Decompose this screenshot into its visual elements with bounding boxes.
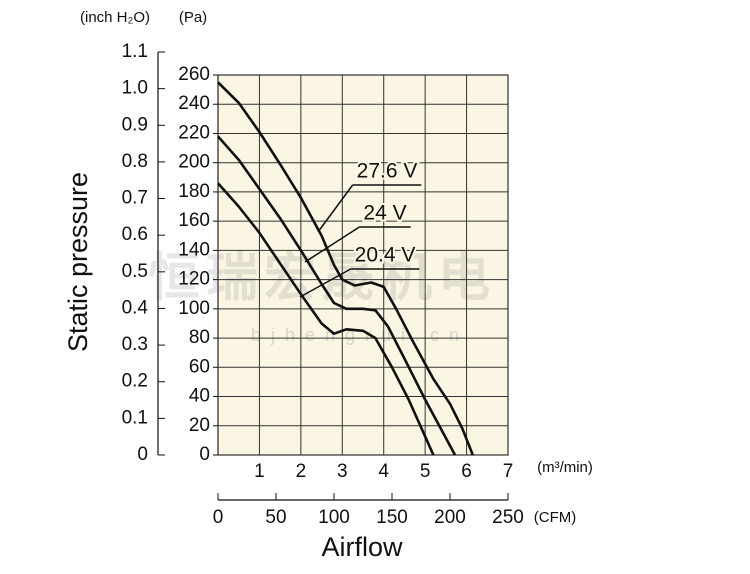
curve-label: 24 V [363,202,406,225]
y2-unit: (inch H₂O) [80,9,150,26]
label-leader [304,226,360,263]
x2-tick-label: 50 [265,507,286,528]
y-axis-title: Static pressure [63,172,93,352]
watermark-url: bjhengrui.cn [251,325,469,345]
y-tick-label: 140 [178,239,210,260]
plot-background [217,74,509,456]
curve [217,182,435,456]
curve-label: 27.6 V [357,160,418,183]
x-tick-label: 3 [337,461,348,482]
x-axis-title: Airflow [321,532,403,562]
y-unit: (Pa) [179,9,207,26]
y-tick-label: 220 [178,122,210,143]
x2-tick-label: 0 [213,507,224,528]
y-tick-label: 40 [189,386,210,407]
y2-tick-label: 0.1 [122,407,148,428]
y2-tick-label: 0.4 [122,297,149,318]
y2-tick-label: 0 [137,444,148,465]
x-tick-label: 5 [420,461,431,482]
x2-tick-label: 250 [492,507,524,528]
y-tick-label: 240 [178,93,210,114]
x-tick-label: 4 [378,461,389,482]
x-unit: (m³/min) [537,459,593,476]
y-tick-label: 0 [199,444,210,465]
x2-tick-label: 100 [318,507,350,528]
y2-tick-label: 0.5 [122,261,148,282]
y-tick-label: 200 [178,152,210,173]
y2-tick-label: 0.3 [122,334,148,355]
label-leader [299,268,352,298]
y-tick-label: 160 [178,210,210,231]
y2-tick-label: 1.0 [122,78,148,99]
y2-tick-label: 0.9 [122,114,148,135]
curve [217,81,475,456]
curve [217,135,457,456]
x2-tick-label: 150 [376,507,408,528]
y-tick-label: 20 [189,415,210,436]
x-tick-label: 7 [503,461,514,482]
y2-tick-label: 0.6 [122,224,148,245]
y-tick-label: 100 [178,298,210,319]
y2-tick-label: 0.7 [122,188,148,209]
x-tick-label: 1 [254,461,265,482]
y2-tick-label: 0.8 [122,151,148,172]
y2-tick-label: 1.1 [122,41,148,62]
curve-label: 20.4 V [355,244,416,267]
x-tick-label: 6 [461,461,472,482]
label-leader [317,184,354,233]
y-tick-label: 80 [189,327,210,348]
y-tick-label: 180 [178,181,210,202]
y-tick-label: 120 [178,269,210,290]
y-tick-label: 60 [189,356,210,377]
x2-tick-label: 200 [434,507,466,528]
x-tick-label: 2 [296,461,307,482]
y2-tick-label: 0.2 [122,371,148,392]
y-tick-label: 260 [178,64,210,85]
x2-unit: (CFM) [534,509,576,526]
